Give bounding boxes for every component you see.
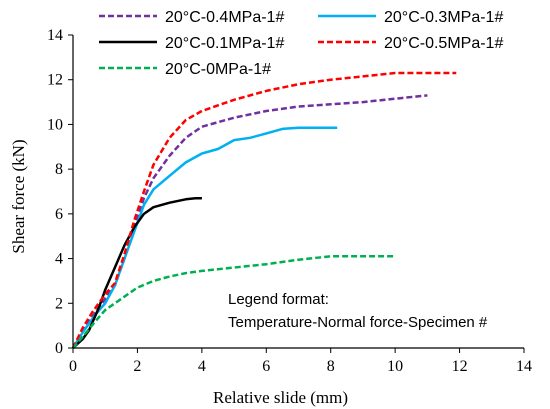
x-tick-label: 0: [69, 358, 77, 375]
legend-item: 20°C-0.3MPa-1#: [318, 9, 503, 26]
legend-format-note: Legend format: Temperature-Normal force-…: [228, 291, 488, 331]
y-tick-label: 10: [47, 116, 63, 133]
x-tick-label: 12: [452, 358, 468, 375]
legend: 20°C-0.4MPa-1# 20°C-0.3MPa-1# 20°C-0.1MPa-…: [99, 9, 503, 78]
x-tick-label: 6: [262, 358, 270, 375]
y-tick-label: 8: [55, 161, 63, 178]
x-tick-label: 14: [516, 358, 532, 375]
legend-item: 20°C-0MPa-1#: [99, 61, 271, 78]
x-tick-label: 10: [387, 358, 403, 375]
y-tick-label: 12: [47, 72, 63, 89]
legend-item: 20°C-0.4MPa-1#: [99, 9, 284, 26]
legend-label: 20°C-0.5MPa-1#: [384, 35, 503, 52]
x-axis-title: Relative slide (mm): [213, 388, 348, 407]
y-tick-label: 0: [55, 340, 63, 357]
legend-label: 20°C-0.4MPa-1#: [165, 9, 284, 26]
y-axis-title: Shear force (kN): [9, 139, 28, 253]
legend-item: 20°C-0.1MPa-1#: [99, 35, 284, 52]
legend-label: 20°C-0.3MPa-1#: [384, 9, 503, 26]
axes: [68, 34, 525, 353]
series-line-2: [71, 126, 338, 349]
x-tick-label: 4: [198, 358, 206, 375]
series-line-4: [71, 71, 457, 349]
tick-labels: 0 2 4 6 8 10 12 14 0 2 4 6 8 10 12 14: [47, 27, 532, 375]
x-tick-label: 8: [327, 358, 335, 375]
legend-item: 20°C-0.5MPa-1#: [318, 35, 503, 52]
legend-label: 20°C-0.1MPa-1#: [165, 35, 284, 52]
y-tick-label: 6: [55, 206, 63, 223]
series-lines: [71, 71, 457, 349]
note-line: Temperature-Normal force-Specimen #: [228, 314, 488, 331]
y-tick-label: 2: [55, 295, 63, 312]
legend-label: 20°C-0MPa-1#: [165, 61, 271, 78]
series-line-5: [72, 255, 396, 349]
series-line-1: [71, 94, 428, 349]
x-tick-label: 2: [133, 358, 141, 375]
y-tick-label: 14: [47, 27, 63, 44]
y-tick-label: 4: [55, 251, 63, 268]
note-line: Legend format:: [228, 291, 329, 308]
